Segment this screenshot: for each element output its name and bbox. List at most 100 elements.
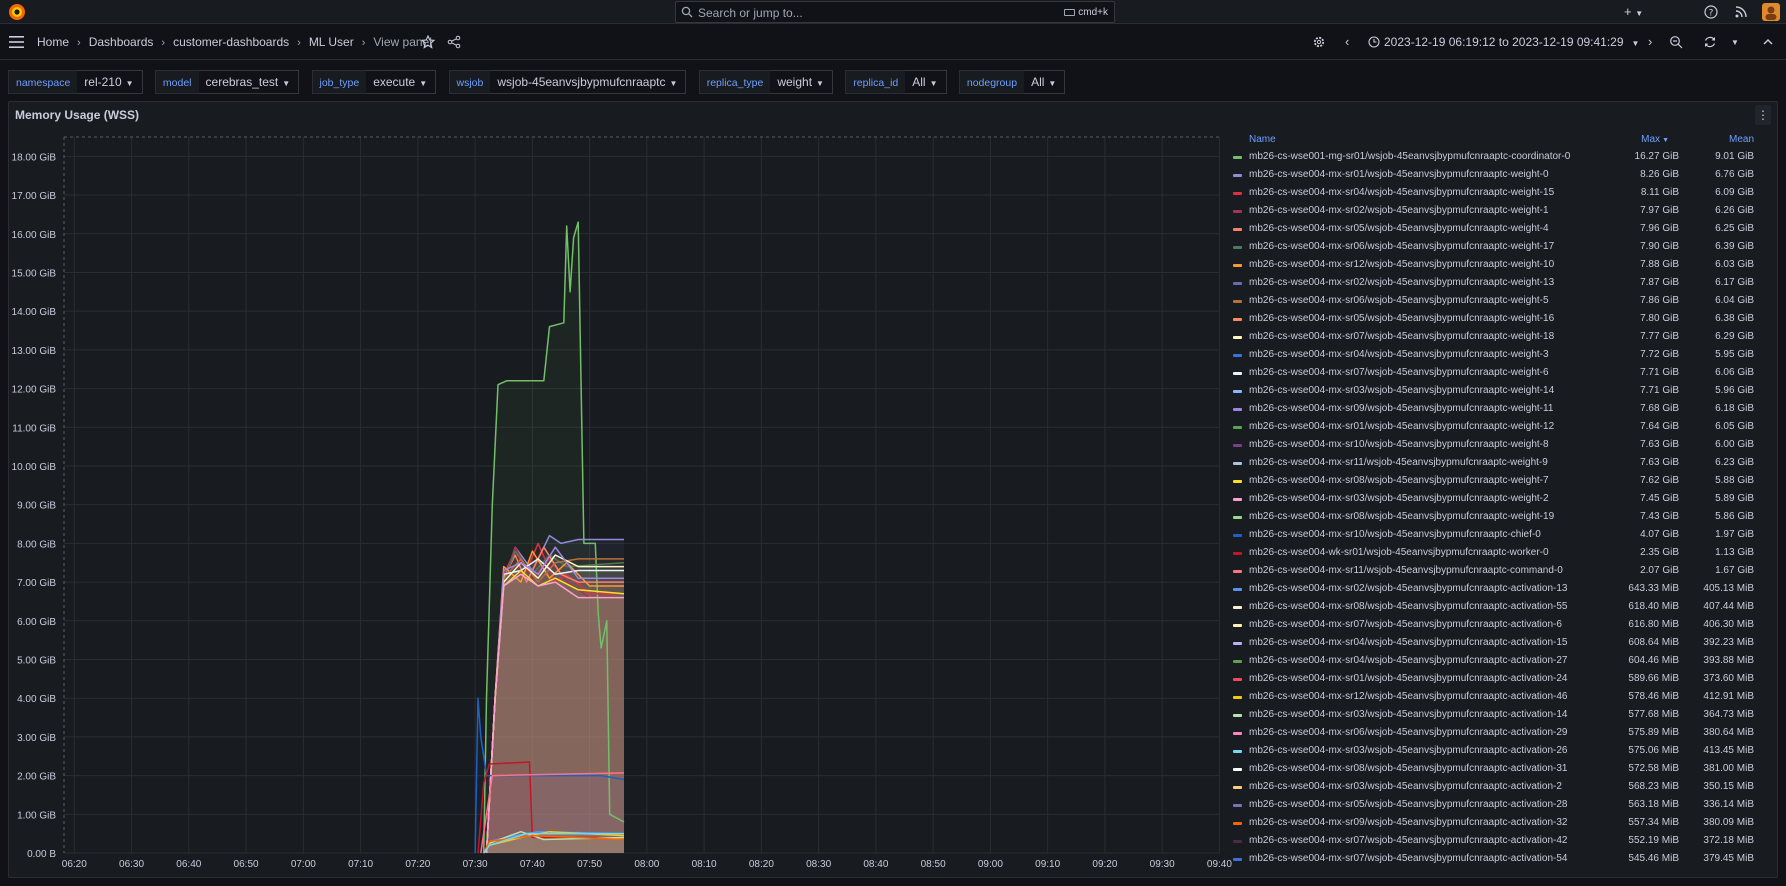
series-name[interactable]: mb26-cs-wse004-mx-sr04/wsjob-45eanvsjbyp… [1249, 637, 1568, 648]
legend-row[interactable]: mb26-cs-wse004-mx-sr06/wsjob-45eanvsjbyp… [1220, 292, 1770, 310]
legend-row[interactable]: mb26-cs-wse004-mx-sr04/wsjob-45eanvsjbyp… [1220, 346, 1770, 364]
refresh-icon[interactable] [1703, 35, 1717, 49]
legend-row[interactable]: mb26-cs-wse004-mx-sr05/wsjob-45eanvsjbyp… [1220, 796, 1770, 814]
series-color-swatch[interactable] [1233, 390, 1242, 393]
series-color-swatch[interactable] [1233, 588, 1242, 591]
legend-row[interactable]: mb26-cs-wse004-mx-sr02/wsjob-45eanvsjbyp… [1220, 274, 1770, 292]
series-color-swatch[interactable] [1233, 174, 1242, 177]
legend-row[interactable]: mb26-cs-wse004-mx-sr06/wsjob-45eanvsjbyp… [1220, 238, 1770, 256]
series-name[interactable]: mb26-cs-wse004-mx-sr04/wsjob-45eanvsjbyp… [1249, 655, 1568, 666]
series-name[interactable]: mb26-cs-wse004-mx-sr06/wsjob-45eanvsjbyp… [1249, 241, 1555, 252]
series-name[interactable]: mb26-cs-wse004-mx-sr01/wsjob-45eanvsjbyp… [1249, 169, 1549, 180]
breadcrumb-dashboard[interactable]: ML User [308, 35, 354, 49]
series-color-swatch[interactable] [1233, 534, 1242, 537]
legend-header-mean[interactable]: Mean [1728, 134, 1754, 145]
time-back-icon[interactable]: ‹ [1345, 34, 1350, 49]
rss-news-icon[interactable] [1734, 5, 1748, 19]
series-name[interactable]: mb26-cs-wse004-mx-sr08/wsjob-45eanvsjbyp… [1249, 475, 1549, 486]
series-name[interactable]: mb26-cs-wse004-mx-sr09/wsjob-45eanvsjbyp… [1249, 817, 1568, 828]
legend-row[interactable]: mb26-cs-wse004-mx-sr07/wsjob-45eanvsjbyp… [1220, 850, 1770, 868]
series-name[interactable]: mb26-cs-wse004-mx-sr04/wsjob-45eanvsjbyp… [1249, 187, 1555, 198]
series-name[interactable]: mb26-cs-wse004-mx-sr12/wsjob-45eanvsjbyp… [1249, 691, 1568, 702]
series-name[interactable]: mb26-cs-wse004-mx-sr11/wsjob-45eanvsjbyp… [1249, 457, 1548, 468]
series-color-swatch[interactable] [1233, 246, 1242, 249]
legend-row[interactable]: mb26-cs-wse004-mx-sr12/wsjob-45eanvsjbyp… [1220, 688, 1770, 706]
nodegroup-select[interactable]: All ▼ [1024, 70, 1066, 94]
series-color-swatch[interactable] [1233, 498, 1242, 501]
legend-row[interactable]: mb26-cs-wse004-mx-sr11/wsjob-45eanvsjbyp… [1220, 454, 1770, 472]
series-name[interactable]: mb26-cs-wse004-mx-sr04/wsjob-45eanvsjbyp… [1249, 349, 1549, 360]
share-icon[interactable] [447, 35, 461, 49]
series-color-swatch[interactable] [1233, 480, 1242, 483]
refresh-interval-dropdown-icon[interactable]: ▼ [1731, 38, 1739, 47]
series-color-swatch[interactable] [1233, 840, 1242, 843]
series-color-swatch[interactable] [1233, 732, 1242, 735]
avatar[interactable] [1762, 3, 1780, 21]
legend-row[interactable]: mb26-cs-wse004-mx-sr05/wsjob-45eanvsjbyp… [1220, 220, 1770, 238]
series-name[interactable]: mb26-cs-wse004-mx-sr02/wsjob-45eanvsjbyp… [1249, 583, 1568, 594]
legend-row[interactable]: mb26-cs-wse004-mx-sr06/wsjob-45eanvsjbyp… [1220, 724, 1770, 742]
legend-row[interactable]: mb26-cs-wse004-mx-sr07/wsjob-45eanvsjbyp… [1220, 616, 1770, 634]
legend-header-max[interactable]: Max ▼ [1641, 134, 1669, 145]
series-color-swatch[interactable] [1233, 624, 1242, 627]
legend-row[interactable]: mb26-cs-wse004-mx-sr04/wsjob-45eanvsjbyp… [1220, 652, 1770, 670]
legend-row[interactable]: mb26-cs-wse004-mx-sr02/wsjob-45eanvsjbyp… [1220, 580, 1770, 598]
series-color-swatch[interactable] [1233, 768, 1242, 771]
series-name[interactable]: mb26-cs-wse004-mx-sr03/wsjob-45eanvsjbyp… [1249, 709, 1568, 720]
help-icon[interactable]: ? [1704, 5, 1718, 19]
series-color-swatch[interactable] [1233, 336, 1242, 339]
series-color-swatch[interactable] [1233, 606, 1242, 609]
series-name[interactable]: mb26-cs-wse004-mx-sr10/wsjob-45eanvsjbyp… [1249, 529, 1541, 540]
legend-row[interactable]: mb26-cs-wse004-wk-sr01/wsjob-45eanvsjbyp… [1220, 544, 1770, 562]
legend-row[interactable]: mb26-cs-wse004-mx-sr03/wsjob-45eanvsjbyp… [1220, 778, 1770, 796]
replica-type-select[interactable]: weight ▼ [770, 70, 833, 94]
series-name[interactable]: mb26-cs-wse004-mx-sr08/wsjob-45eanvsjbyp… [1249, 511, 1555, 522]
series-color-swatch[interactable] [1233, 750, 1242, 753]
legend-row[interactable]: mb26-cs-wse004-mx-sr02/wsjob-45eanvsjbyp… [1220, 202, 1770, 220]
series-name[interactable]: mb26-cs-wse004-mx-sr07/wsjob-45eanvsjbyp… [1249, 853, 1568, 864]
series-color-swatch[interactable] [1233, 210, 1242, 213]
series-color-swatch[interactable] [1233, 354, 1242, 357]
series-name[interactable]: mb26-cs-wse004-mx-sr05/wsjob-45eanvsjbyp… [1249, 223, 1549, 234]
series-name[interactable]: mb26-cs-wse004-mx-sr02/wsjob-45eanvsjbyp… [1249, 277, 1555, 288]
legend-row[interactable]: mb26-cs-wse004-mx-sr01/wsjob-45eanvsjbyp… [1220, 670, 1770, 688]
legend-row[interactable]: mb26-cs-wse004-mx-sr04/wsjob-45eanvsjbyp… [1220, 184, 1770, 202]
legend-row[interactable]: mb26-cs-wse004-mx-sr11/wsjob-45eanvsjbyp… [1220, 562, 1770, 580]
series-color-swatch[interactable] [1233, 660, 1242, 663]
plus-icon[interactable]: + ▼ [1624, 4, 1644, 19]
series-name[interactable]: mb26-cs-wse004-mx-sr08/wsjob-45eanvsjbyp… [1249, 601, 1568, 612]
namespace-select[interactable]: rel-210 ▼ [77, 70, 143, 94]
legend-row[interactable]: mb26-cs-wse004-mx-sr03/wsjob-45eanvsjbyp… [1220, 706, 1770, 724]
legend-row[interactable]: mb26-cs-wse004-mx-sr01/wsjob-45eanvsjbyp… [1220, 166, 1770, 184]
legend-row[interactable]: mb26-cs-wse004-mx-sr09/wsjob-45eanvsjbyp… [1220, 400, 1770, 418]
series-color-swatch[interactable] [1233, 372, 1242, 375]
series-color-swatch[interactable] [1233, 642, 1242, 645]
series-color-swatch[interactable] [1233, 858, 1242, 861]
series-name[interactable]: mb26-cs-wse004-mx-sr01/wsjob-45eanvsjbyp… [1249, 421, 1555, 432]
legend-row[interactable]: mb26-cs-wse004-mx-sr07/wsjob-45eanvsjbyp… [1220, 364, 1770, 382]
legend-row[interactable]: mb26-cs-wse004-mx-sr09/wsjob-45eanvsjbyp… [1220, 814, 1770, 832]
series-name[interactable]: mb26-cs-wse004-mx-sr03/wsjob-45eanvsjbyp… [1249, 385, 1555, 396]
series-color-swatch[interactable] [1233, 786, 1242, 789]
series-color-swatch[interactable] [1233, 444, 1242, 447]
gear-icon[interactable] [1312, 35, 1326, 49]
series-name[interactable]: mb26-cs-wse004-mx-sr01/wsjob-45eanvsjbyp… [1249, 673, 1568, 684]
series-color-swatch[interactable] [1233, 318, 1242, 321]
series-color-swatch[interactable] [1233, 264, 1242, 267]
search-input[interactable]: Search or jump to... cmd+k [675, 1, 1115, 23]
series-name[interactable]: mb26-cs-wse004-mx-sr03/wsjob-45eanvsjbyp… [1249, 781, 1562, 792]
series-color-swatch[interactable] [1233, 156, 1242, 159]
series-color-swatch[interactable] [1233, 426, 1242, 429]
legend-row[interactable]: mb26-cs-wse004-mx-sr07/wsjob-45eanvsjbyp… [1220, 832, 1770, 850]
model-select[interactable]: cerebras_test ▼ [198, 70, 300, 94]
series-name[interactable]: mb26-cs-wse004-mx-sr07/wsjob-45eanvsjbyp… [1249, 331, 1555, 342]
series-color-swatch[interactable] [1233, 552, 1242, 555]
legend-row[interactable]: mb26-cs-wse004-mx-sr08/wsjob-45eanvsjbyp… [1220, 760, 1770, 778]
legend-row[interactable]: mb26-cs-wse004-mx-sr07/wsjob-45eanvsjbyp… [1220, 328, 1770, 346]
breadcrumb-home[interactable]: Home [37, 35, 70, 49]
legend-row[interactable]: mb26-cs-wse004-mx-sr03/wsjob-45eanvsjbyp… [1220, 490, 1770, 508]
series-color-swatch[interactable] [1233, 408, 1242, 411]
series-color-swatch[interactable] [1233, 192, 1242, 195]
series-name[interactable]: mb26-cs-wse004-wk-sr01/wsjob-45eanvsjbyp… [1249, 547, 1549, 558]
wsjob-select[interactable]: wsjob-45eanvsjbypmufcnraaptc ▼ [490, 70, 687, 94]
